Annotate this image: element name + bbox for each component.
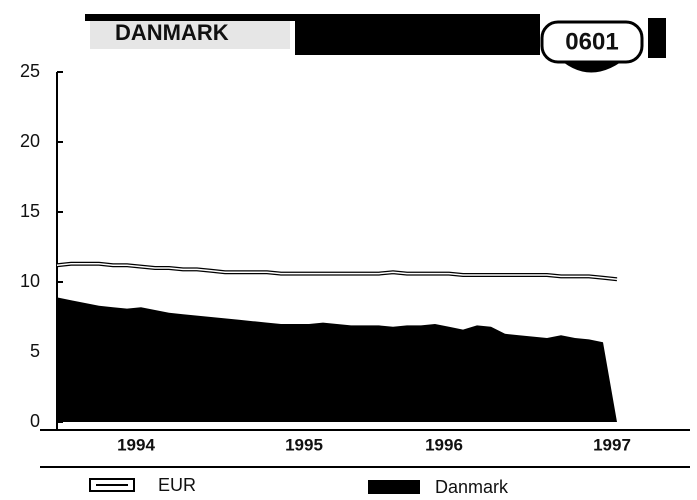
badge-bar <box>648 18 666 58</box>
badge <box>540 20 644 64</box>
legend-swatch <box>368 480 420 494</box>
x-tick-label: 1996 <box>425 435 463 454</box>
line <box>56 263 618 280</box>
legend-label: EUR <box>158 475 196 495</box>
x-tick-label: 1997 <box>593 435 631 454</box>
title-bar <box>295 21 540 55</box>
badge-text: 0601 <box>565 28 618 55</box>
legend-label: Danmark <box>435 477 509 497</box>
x-tick-label: 1995 <box>285 435 323 454</box>
title-box <box>90 21 290 49</box>
y-tick-label: 0 <box>30 411 40 431</box>
y-tick-label: 15 <box>20 201 40 221</box>
title-bar <box>85 14 540 21</box>
y-tick-label: 25 <box>20 61 40 81</box>
chart-title: DANMARK <box>115 20 229 45</box>
y-tick-label: 5 <box>30 341 40 361</box>
y-tick-label: 10 <box>20 271 40 291</box>
area <box>57 297 617 422</box>
y-tick-label: 20 <box>20 131 40 151</box>
x-tick-label: 1994 <box>117 435 155 454</box>
